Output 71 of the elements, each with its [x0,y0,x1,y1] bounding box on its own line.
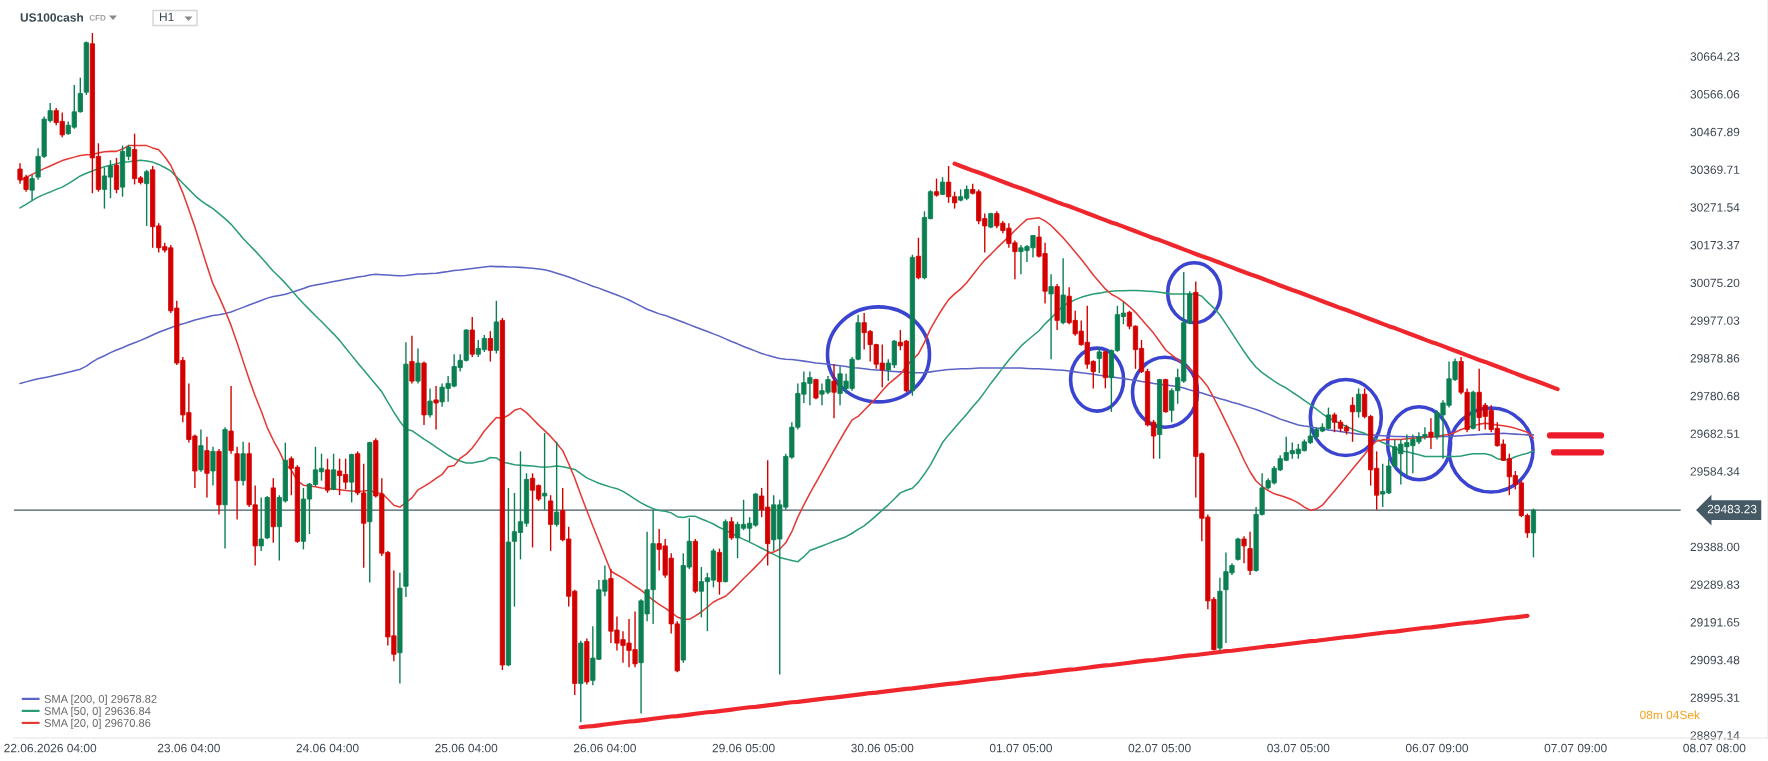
x-tick-label: 22.06.2026 04:00 [4,743,97,753]
y-tick-label: 30173.37 [1690,240,1740,250]
candlestick [548,494,554,552]
y-tick-label: 29584.34 [1690,467,1740,476]
candlestick [933,177,940,198]
x-tick-label: 25.06 04:00 [435,743,498,753]
candlestick [542,432,548,511]
y-tick-label: 29780.68 [1690,391,1740,401]
candlestick [258,496,264,552]
legend-label: SMA [200, 0] 29678.82 [44,694,157,706]
y-tick-label: 30467.89 [1690,127,1740,137]
text: CFD [89,14,106,21]
y-tick-label: 29289.83 [1690,580,1740,589]
candlestick [1096,346,1102,374]
candlestick [415,347,421,385]
y-tick-label: 28995.31 [1690,693,1740,702]
candlestick [29,174,35,201]
candlestick [915,237,922,280]
candlestick [1428,417,1434,450]
line-series [19,159,1535,563]
x-tick-label: 23.06 04:00 [157,743,220,753]
text: US100cash [20,12,84,22]
x-tick-label: 03.07 05:00 [1267,743,1330,753]
y-tick-label: 29977.03 [1690,316,1740,325]
line-series [952,161,1560,392]
x-tick-label: 02.07 05:00 [1128,743,1191,753]
candlestick [409,335,415,385]
x-tick-label: 08.07 08:00 [1683,743,1746,753]
x-tick-label: 29.06 05:00 [712,743,775,753]
candlestick [324,458,331,494]
candlestick [487,330,493,363]
candlestick [1530,507,1537,559]
candlestick [1247,531,1253,576]
y-tick-label: 29191.65 [1690,618,1740,627]
y-tick-label: 28897.14 [1690,731,1740,740]
x-tick-label: 26.06 04:00 [573,743,636,753]
line-series [19,144,1535,621]
annotation: H1 [159,12,174,22]
candlestick [210,446,216,487]
ref-line-label: 29483.23 [1707,504,1757,514]
y-tick-label: 30369.71 [1690,165,1740,174]
candlestick [228,385,234,455]
y-tick-label: 30566.06 [1690,90,1740,99]
candlestick [433,385,439,431]
y-tick-label: 30664.23 [1690,52,1740,61]
y-tick-label: 30075.20 [1690,278,1740,288]
legend-label: SMA [50, 0] 29636.84 [44,706,151,718]
candlestick [554,441,560,528]
legend-label: SMA [20, 0] 29670.86 [44,718,151,730]
candlestick [1241,535,1247,564]
y-tick-label: 30271.54 [1690,203,1740,212]
candlestick [204,436,210,499]
candlestick [144,169,150,227]
y-tick-label: 29878.86 [1690,354,1740,363]
x-tick-label: 30.06 05:00 [851,743,914,753]
x-tick-label: 24.06 04:00 [296,743,359,753]
y-tick-label: 29093.48 [1690,655,1740,665]
candlestick [427,387,433,419]
candlestick [1356,387,1362,419]
candlestick [1048,273,1054,360]
candlestick [330,453,337,491]
x-tick-label: 06.07 09:00 [1405,743,1469,753]
x-tick-label: 07.07 09:00 [1544,743,1607,753]
candlestick [1349,396,1356,443]
y-tick-label: 29682.51 [1690,429,1740,438]
annotation: 08m 04Sek [1640,710,1701,720]
candlestick [728,516,735,541]
x-tick-label: 01.07 05:00 [989,743,1053,753]
y-tick-label: 29388.00 [1690,542,1740,552]
candlestick [831,363,837,420]
line-series [578,613,1530,730]
